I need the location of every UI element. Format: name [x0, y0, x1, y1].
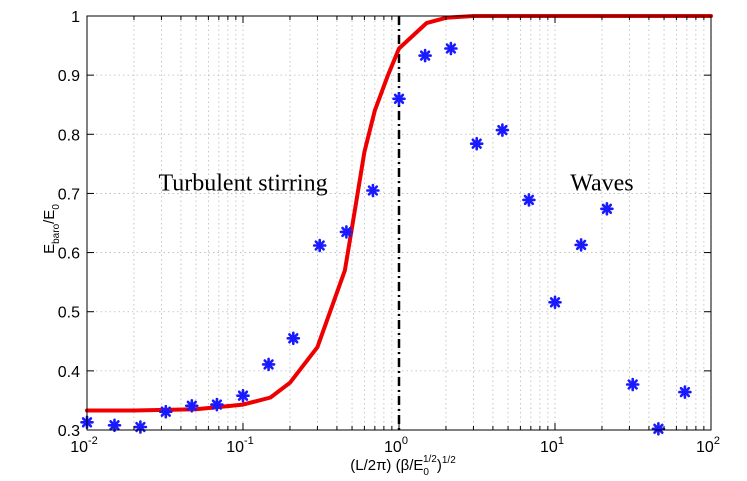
data-point: [159, 404, 173, 419]
data-point: [339, 225, 354, 239]
y-tick-label: 0.5: [58, 305, 80, 322]
marker-layer: [80, 41, 692, 436]
data-point: [261, 357, 276, 372]
x-tick-label: 101: [540, 435, 564, 456]
x-axis-label: (L/2π) (β/E01/2)1/2: [350, 454, 456, 478]
y-tick-label: 1: [71, 9, 80, 26]
x-tick-label: 100: [384, 435, 408, 456]
data-point: [107, 418, 122, 433]
data-point: [210, 397, 224, 412]
data-point: [522, 193, 536, 207]
y-tick-label: 0.3: [58, 423, 80, 440]
data-point: [236, 388, 250, 403]
data-point: [495, 123, 510, 137]
data-point: [312, 238, 327, 253]
data-point: [444, 41, 458, 56]
tick-labels: 10-2 10-1 100 101 102 0.3 0.4 0.5 0.6 0.7 0.8 0.9 1: [58, 9, 720, 456]
data-point: [392, 92, 406, 106]
data-point: [469, 136, 484, 151]
series-line-curve: [85, 14, 713, 413]
data-point: [185, 398, 199, 413]
y-tick-label: 0.8: [58, 127, 80, 144]
data-point: [574, 238, 588, 252]
data-point: [600, 202, 614, 216]
data-point: [133, 420, 148, 434]
curve-layer: [85, 14, 713, 413]
data-point: [418, 48, 432, 63]
annotation-waves: Waves: [570, 170, 633, 196]
y-tick-label: 0.4: [58, 364, 80, 381]
ticks: [86, 15, 712, 431]
data-point: [651, 421, 666, 436]
y-axis-label: Ebaro/E0: [41, 204, 62, 254]
data-point: [625, 377, 640, 392]
y-tick-label: 0.6: [58, 246, 80, 263]
data-point: [678, 385, 692, 399]
annotation-turbulent-stirring: Turbulent stirring: [158, 170, 327, 196]
data-point: [286, 331, 301, 346]
data-point: [366, 183, 380, 198]
x-tick-label: 10-1: [226, 435, 254, 456]
x-tick-label: 102: [696, 435, 720, 456]
x-tick-label: 10-2: [70, 435, 98, 456]
data-point: [548, 295, 562, 310]
y-tick-label: 0.7: [58, 186, 80, 203]
y-tick-label: 0.9: [58, 68, 80, 85]
